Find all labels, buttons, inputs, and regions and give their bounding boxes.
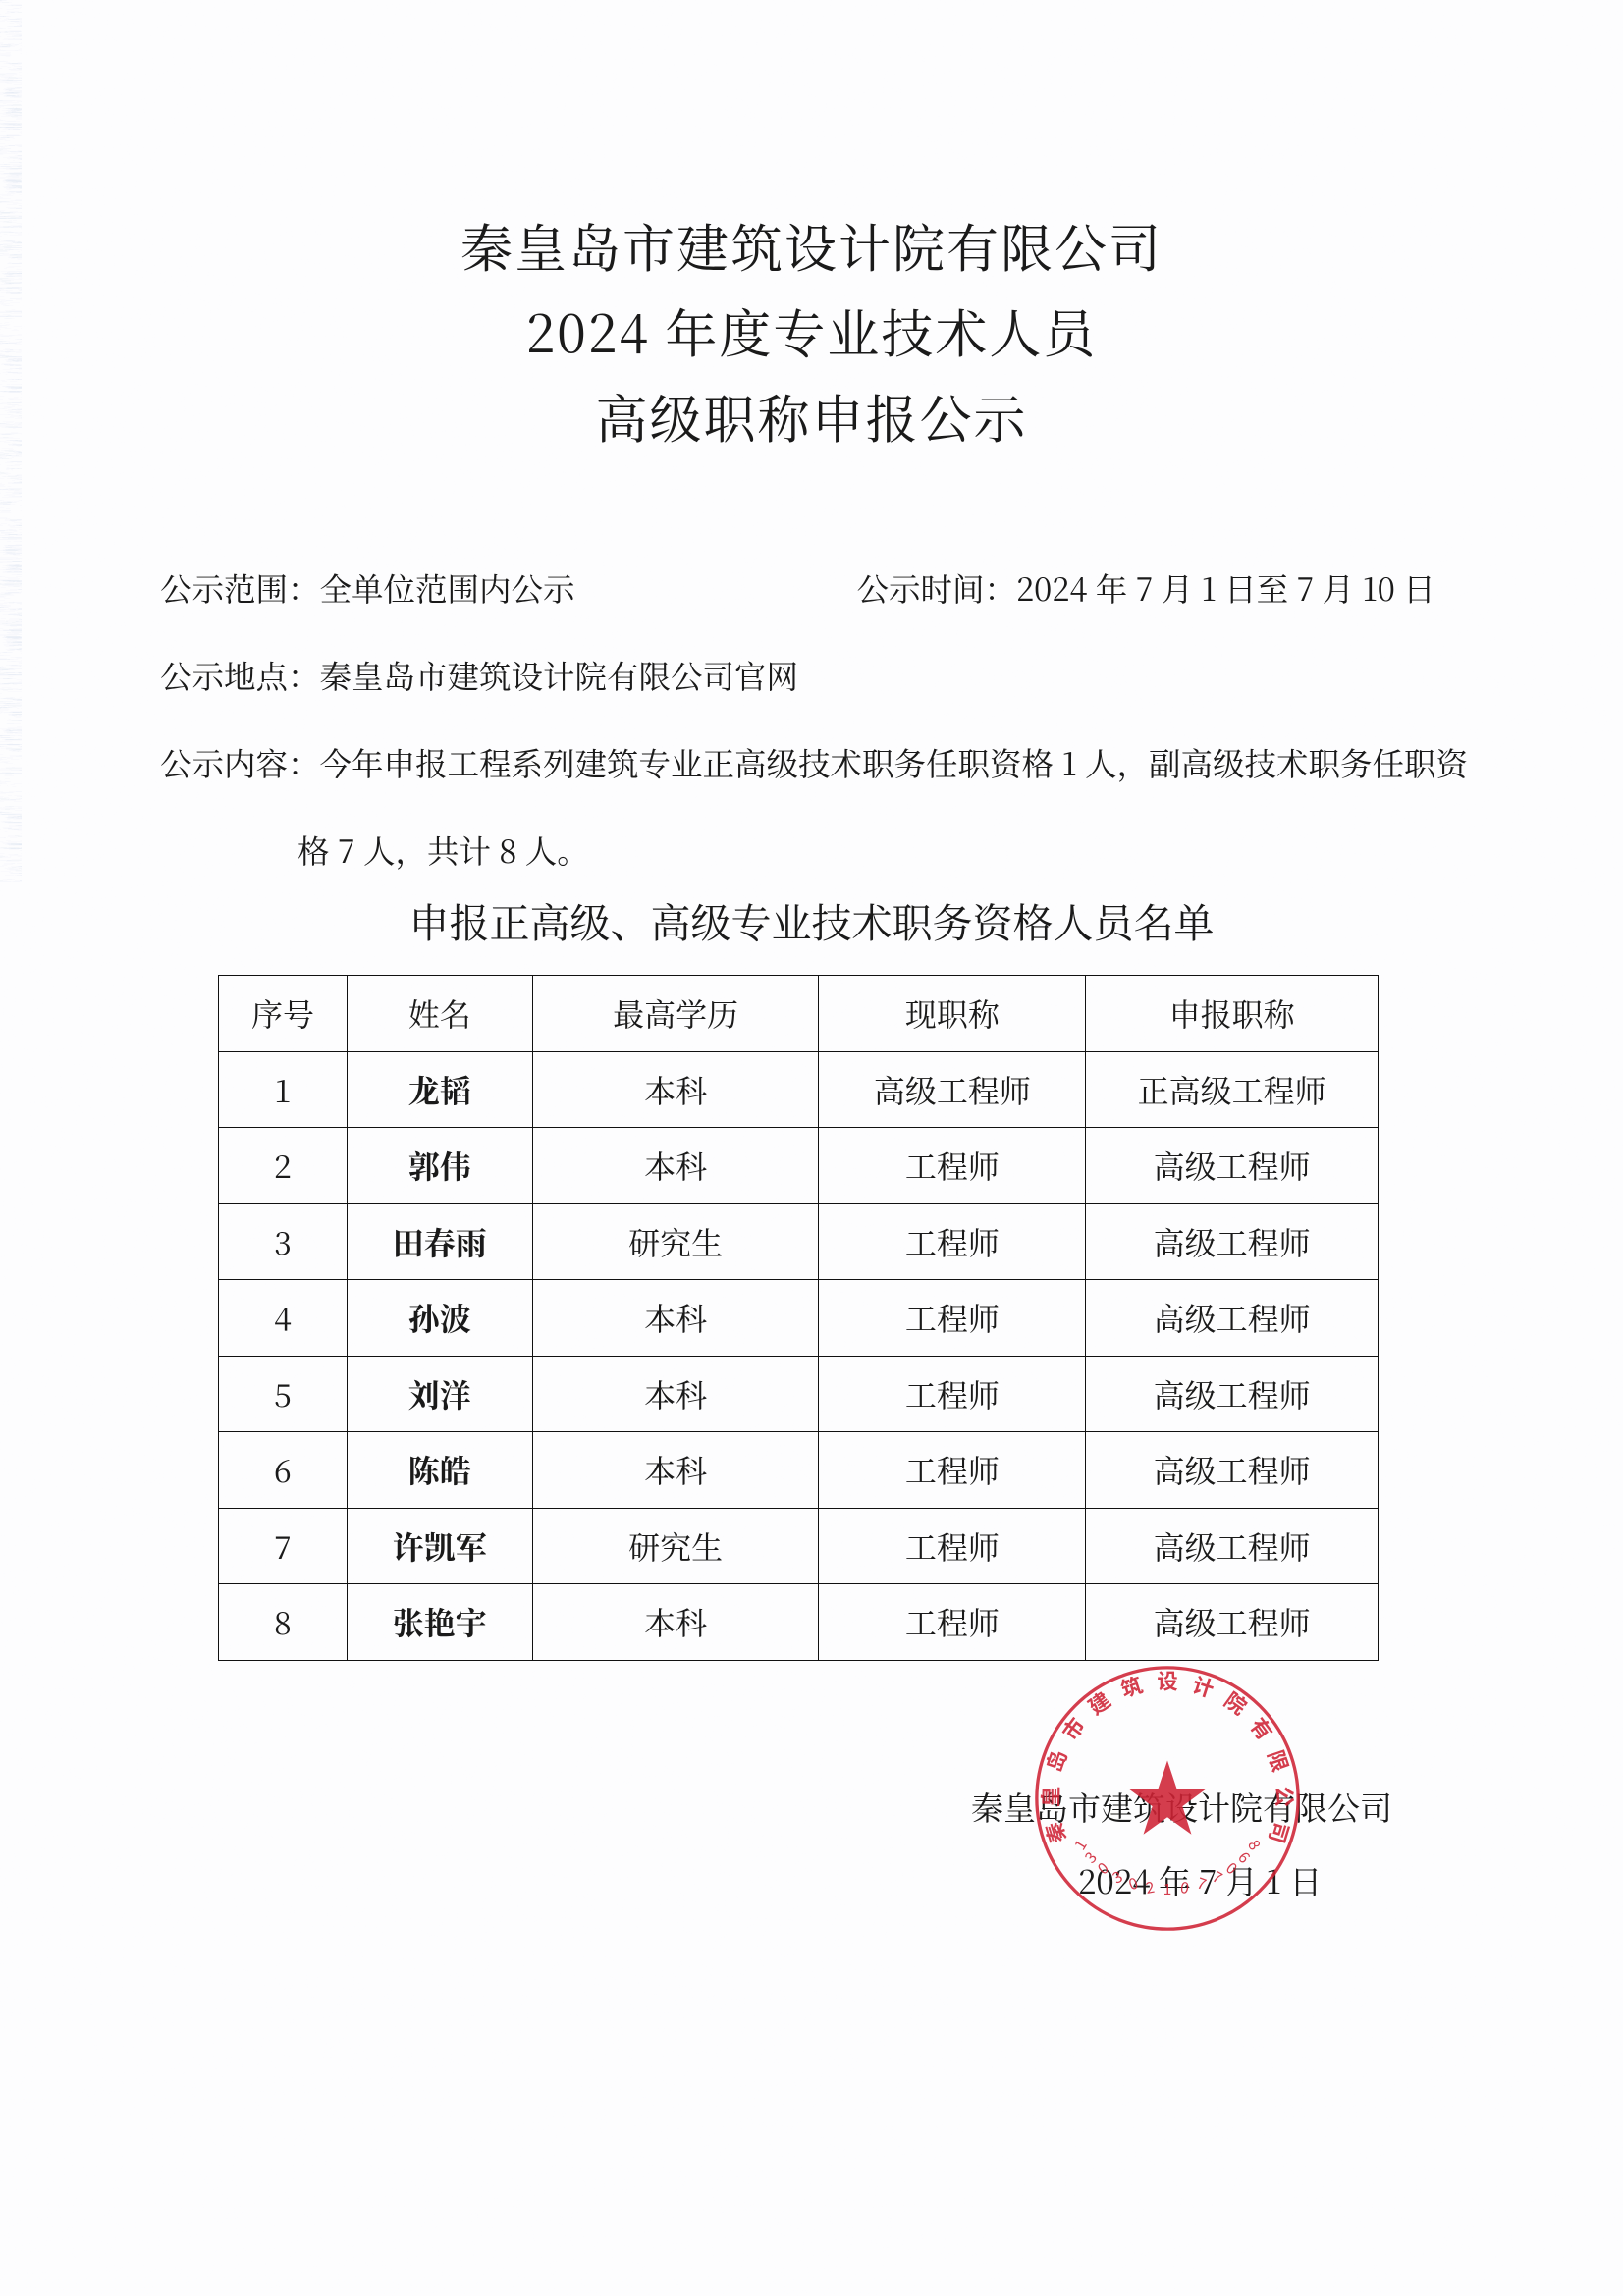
svg-text:秦: 秦 (1038, 1818, 1073, 1846)
svg-text:0: 0 (1125, 1872, 1141, 1896)
svg-text:公: 公 (1270, 1786, 1300, 1807)
svg-text:7: 7 (1194, 1872, 1210, 1896)
svg-text:建: 建 (1081, 1684, 1115, 1722)
svg-text:3: 3 (1109, 1865, 1126, 1888)
svg-text:司: 司 (1263, 1818, 1298, 1846)
svg-text:岛: 岛 (1038, 1746, 1073, 1776)
svg-text:市: 市 (1055, 1711, 1092, 1746)
svg-text:1: 1 (1163, 1878, 1172, 1899)
svg-text:皇: 皇 (1035, 1786, 1065, 1807)
svg-text:设: 设 (1157, 1666, 1177, 1696)
svg-text:0: 0 (1179, 1876, 1191, 1898)
svg-text:2: 2 (1144, 1876, 1156, 1898)
svg-text:筑: 筑 (1116, 1669, 1146, 1704)
svg-text:计: 计 (1189, 1669, 1218, 1704)
svg-text:有: 有 (1243, 1711, 1280, 1746)
svg-text:院: 院 (1218, 1684, 1253, 1722)
svg-text:7: 7 (1209, 1865, 1226, 1888)
svg-text:限: 限 (1261, 1746, 1296, 1776)
